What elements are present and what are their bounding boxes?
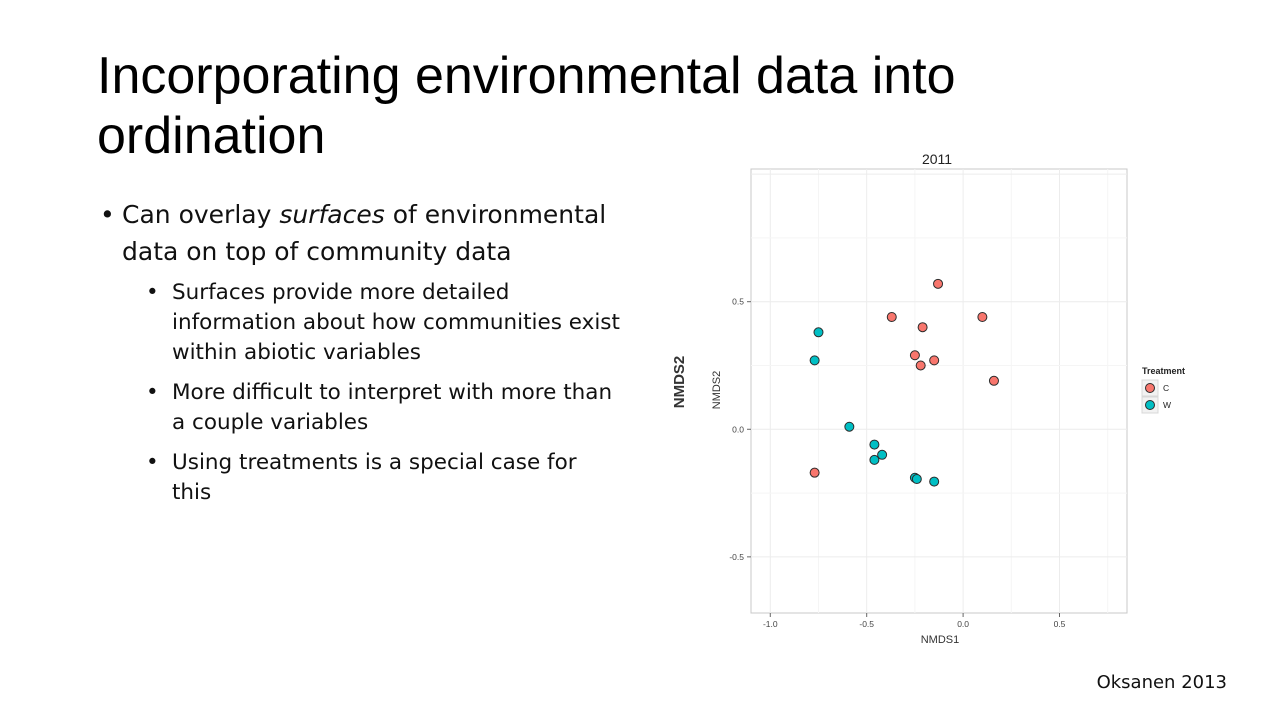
main-bullet-text-start: Can overlay: [122, 200, 280, 229]
chart-title: 2011: [922, 151, 952, 167]
data-point-c: [909, 350, 920, 361]
plot-panel: [750, 168, 1128, 614]
main-bullet: Can overlay surfaces of environmental da…: [100, 196, 620, 508]
data-point-w: [877, 449, 888, 460]
y-tick-label: 0.0: [732, 424, 744, 434]
data-point-c: [915, 360, 926, 371]
nmds-scatter-chart: 2011 NMDS2 NMDS2 NMDS1 -1.0 -0.5 0.0 0.5 -0.…: [671, 151, 1185, 646]
data-point-c: [886, 312, 897, 322]
data-point-c: [933, 278, 944, 289]
x-tick-label: -0.5: [859, 619, 874, 629]
legend: Treatment CW: [1141, 366, 1185, 414]
x-tick-label: 0.0: [957, 619, 969, 629]
sub-bullet: Using treatments is a special case for t…: [146, 448, 620, 508]
data-point-c: [809, 467, 820, 478]
y-axis-label: NMDS2: [711, 371, 723, 410]
data-point-c: [929, 355, 940, 366]
y-tick-label: 0.5: [732, 297, 744, 307]
data-point-c: [988, 375, 999, 386]
outer-y-axis-label: NMDS2: [671, 356, 688, 409]
x-axis-label: NMDS1: [921, 634, 960, 646]
data-point-w: [809, 355, 820, 366]
data-point-w: [929, 476, 940, 487]
source-credit: Oksanen 2013: [1096, 672, 1227, 693]
y-tick-label: -0.5: [729, 552, 744, 562]
data-point-w: [869, 439, 880, 450]
legend-key-w: [1145, 400, 1155, 410]
legend-title: Treatment: [1142, 366, 1185, 376]
data-point-w: [869, 454, 880, 465]
sub-bullet-list: Surfaces provide more detailed informati…: [122, 278, 620, 508]
sub-bullet: Surfaces provide more detailed informati…: [146, 278, 620, 368]
legend-label: W: [1163, 400, 1171, 410]
data-point-w: [911, 474, 922, 485]
main-bullet-emphasis: surfaces: [279, 200, 385, 229]
bullet-list: Can overlay surfaces of environmental da…: [100, 196, 620, 518]
data-point-w: [844, 421, 855, 432]
data-point-c: [977, 312, 988, 322]
sub-bullet: More difficult to interpret with more th…: [146, 378, 620, 438]
legend-label: C: [1163, 383, 1169, 393]
main-bullet-text-end: of environmental data on top of communit…: [122, 200, 607, 266]
x-tick-label: 0.5: [1054, 619, 1066, 629]
legend-key-c: [1145, 383, 1155, 393]
slide-title: Incorporating environmental data into or…: [97, 47, 956, 165]
data-point-c: [917, 322, 928, 333]
x-tick-label: -1.0: [763, 619, 778, 629]
data-point-w: [813, 327, 824, 338]
